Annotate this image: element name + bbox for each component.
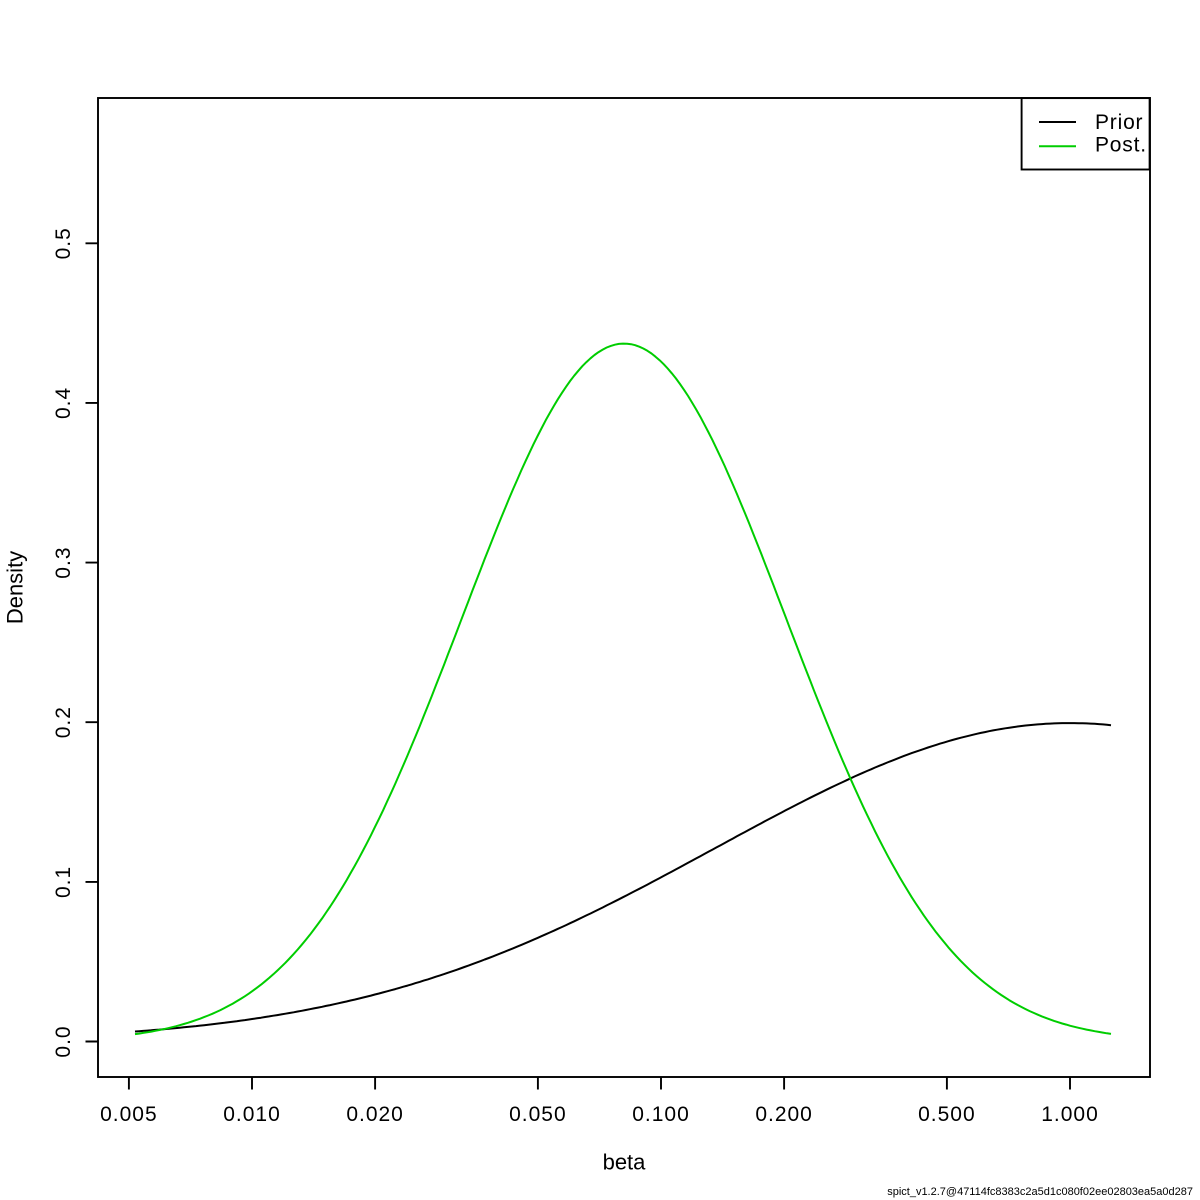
svg-text:beta: beta [603,1149,647,1174]
svg-text:0.200: 0.200 [755,1103,813,1126]
svg-text:spict_v1.2.7@47114fc8383c2a5d1: spict_v1.2.7@47114fc8383c2a5d1c080f02ee0… [887,1186,1193,1198]
svg-text:0.4: 0.4 [52,387,75,419]
svg-text:0.5: 0.5 [52,227,75,259]
svg-text:0.050: 0.050 [509,1103,567,1126]
svg-text:0.3: 0.3 [52,546,75,578]
svg-text:0.100: 0.100 [632,1103,690,1126]
svg-text:0.020: 0.020 [346,1103,404,1126]
svg-text:0.0: 0.0 [52,1025,75,1057]
svg-text:0.2: 0.2 [52,706,75,738]
svg-text:0.500: 0.500 [918,1103,976,1126]
svg-text:0.005: 0.005 [100,1103,158,1126]
svg-text:Density: Density [2,551,27,624]
svg-text:Prior: Prior [1095,111,1143,134]
svg-text:0.1: 0.1 [52,866,75,898]
svg-text:0.010: 0.010 [223,1103,281,1126]
svg-text:Post.: Post. [1095,133,1147,156]
svg-text:1.000: 1.000 [1041,1103,1099,1126]
